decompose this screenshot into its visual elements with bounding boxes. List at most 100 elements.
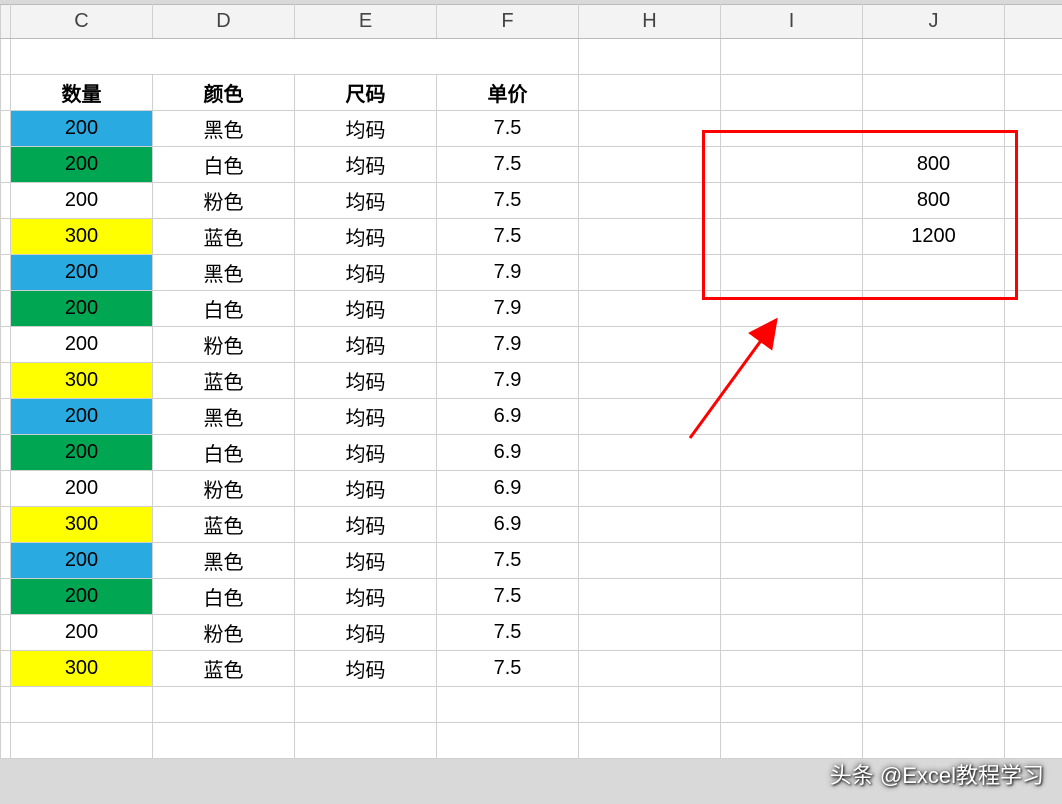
summary-value[interactable]: 1200 — [863, 219, 1005, 255]
table-row[interactable]: 200黑色均码6.9 — [1, 399, 1062, 435]
cell-price[interactable]: 7.9 — [437, 255, 579, 291]
cell-price[interactable]: 6.9 — [437, 435, 579, 471]
cell-qty[interactable]: 200 — [11, 291, 153, 327]
table-row[interactable]: 200粉色均码7.5 — [1, 615, 1062, 651]
table-row[interactable]: 300蓝色均码7.9 — [1, 363, 1062, 399]
cell[interactable] — [579, 723, 721, 759]
cell[interactable] — [579, 399, 721, 435]
cell-size[interactable]: 均码 — [295, 399, 437, 435]
table-header-row[interactable]: 数量 颜色 尺码 单价 — [1, 75, 1062, 111]
cell-color[interactable]: 粉色 — [153, 615, 295, 651]
table-row[interactable] — [1, 687, 1062, 723]
table-row[interactable]: 300蓝色均码7.51200 — [1, 219, 1062, 255]
row-header[interactable] — [1, 615, 11, 651]
table-row[interactable]: 300蓝色均码7.5 — [1, 651, 1062, 687]
cell[interactable] — [1005, 579, 1062, 615]
cell[interactable] — [721, 615, 863, 651]
cell-color[interactable]: 蓝色 — [153, 507, 295, 543]
cell[interactable] — [1005, 327, 1062, 363]
cell[interactable] — [1005, 723, 1062, 759]
cell-price[interactable]: 6.9 — [437, 471, 579, 507]
table-row[interactable]: 200粉色均码7.9 — [1, 327, 1062, 363]
cell[interactable] — [579, 39, 721, 75]
table-row[interactable]: 200黑色均码7.9 — [1, 255, 1062, 291]
cell-qty[interactable]: 200 — [11, 435, 153, 471]
row-header[interactable] — [1, 543, 11, 579]
cell-size[interactable]: 均码 — [295, 651, 437, 687]
col-header-I[interactable]: I — [721, 5, 863, 39]
cell-size[interactable]: 均码 — [295, 543, 437, 579]
cell[interactable] — [1005, 219, 1062, 255]
cell[interactable] — [721, 579, 863, 615]
cell-price[interactable]: 6.9 — [437, 507, 579, 543]
cell-price[interactable]: 7.5 — [437, 579, 579, 615]
cell[interactable] — [11, 723, 153, 759]
cell-size[interactable]: 均码 — [295, 579, 437, 615]
cell[interactable] — [1005, 183, 1062, 219]
table-row[interactable]: 200粉色均码6.9 — [1, 471, 1062, 507]
cell-color[interactable]: 黑色 — [153, 255, 295, 291]
row-header[interactable] — [1, 255, 11, 291]
cell[interactable] — [153, 723, 295, 759]
row-header[interactable] — [1, 651, 11, 687]
cell-price[interactable]: 7.5 — [437, 543, 579, 579]
header-size[interactable]: 尺码 — [295, 75, 437, 111]
cell[interactable] — [863, 651, 1005, 687]
select-all-corner[interactable] — [1, 5, 11, 39]
cell[interactable] — [579, 327, 721, 363]
cell[interactable] — [579, 219, 721, 255]
title-row[interactable]: 格颜色为条件来进行求和 — [1, 39, 1062, 75]
cell[interactable] — [579, 687, 721, 723]
cell[interactable] — [721, 255, 863, 291]
cell-qty[interactable]: 200 — [11, 147, 153, 183]
cell[interactable] — [863, 543, 1005, 579]
cell[interactable] — [721, 291, 863, 327]
table-row[interactable]: 200白色均码7.5 — [1, 579, 1062, 615]
row-header[interactable] — [1, 291, 11, 327]
cell[interactable] — [721, 507, 863, 543]
row-header[interactable] — [1, 111, 11, 147]
table-row[interactable]: 200黑色均码7.5 — [1, 543, 1062, 579]
cell[interactable] — [153, 687, 295, 723]
cell[interactable] — [579, 543, 721, 579]
cell[interactable] — [863, 435, 1005, 471]
cell-color[interactable]: 蓝色 — [153, 363, 295, 399]
cell-color[interactable]: 黑色 — [153, 543, 295, 579]
cell-qty[interactable]: 200 — [11, 111, 153, 147]
cell-price[interactable]: 6.9 — [437, 399, 579, 435]
cell-color[interactable]: 白色 — [153, 147, 295, 183]
row-header[interactable] — [1, 183, 11, 219]
cell-size[interactable]: 均码 — [295, 435, 437, 471]
cell-price[interactable]: 7.5 — [437, 147, 579, 183]
cell-color[interactable]: 粉色 — [153, 327, 295, 363]
table-row[interactable]: 200白色均码7.9 — [1, 291, 1062, 327]
cell[interactable] — [579, 471, 721, 507]
table-row[interactable] — [1, 723, 1062, 759]
cell[interactable] — [721, 111, 863, 147]
cell[interactable] — [1005, 75, 1062, 111]
cell[interactable] — [579, 111, 721, 147]
cell[interactable] — [721, 543, 863, 579]
cell[interactable] — [863, 363, 1005, 399]
row-header[interactable] — [1, 399, 11, 435]
cell[interactable] — [863, 291, 1005, 327]
cell-qty[interactable]: 200 — [11, 399, 153, 435]
row-header[interactable] — [1, 471, 11, 507]
cell[interactable] — [1005, 291, 1062, 327]
cell-size[interactable]: 均码 — [295, 255, 437, 291]
cell-size[interactable]: 均码 — [295, 507, 437, 543]
cell-qty[interactable]: 200 — [11, 543, 153, 579]
cell[interactable] — [863, 255, 1005, 291]
cell-qty[interactable]: 200 — [11, 255, 153, 291]
cell[interactable] — [721, 687, 863, 723]
cell[interactable] — [1005, 147, 1062, 183]
cell-size[interactable]: 均码 — [295, 219, 437, 255]
cell[interactable] — [863, 471, 1005, 507]
cell-qty[interactable]: 200 — [11, 183, 153, 219]
cell[interactable] — [721, 435, 863, 471]
cell[interactable] — [1005, 255, 1062, 291]
cell-qty[interactable]: 300 — [11, 507, 153, 543]
cell[interactable] — [11, 687, 153, 723]
table-row[interactable]: 200粉色均码7.5800 — [1, 183, 1062, 219]
cell-size[interactable]: 均码 — [295, 327, 437, 363]
